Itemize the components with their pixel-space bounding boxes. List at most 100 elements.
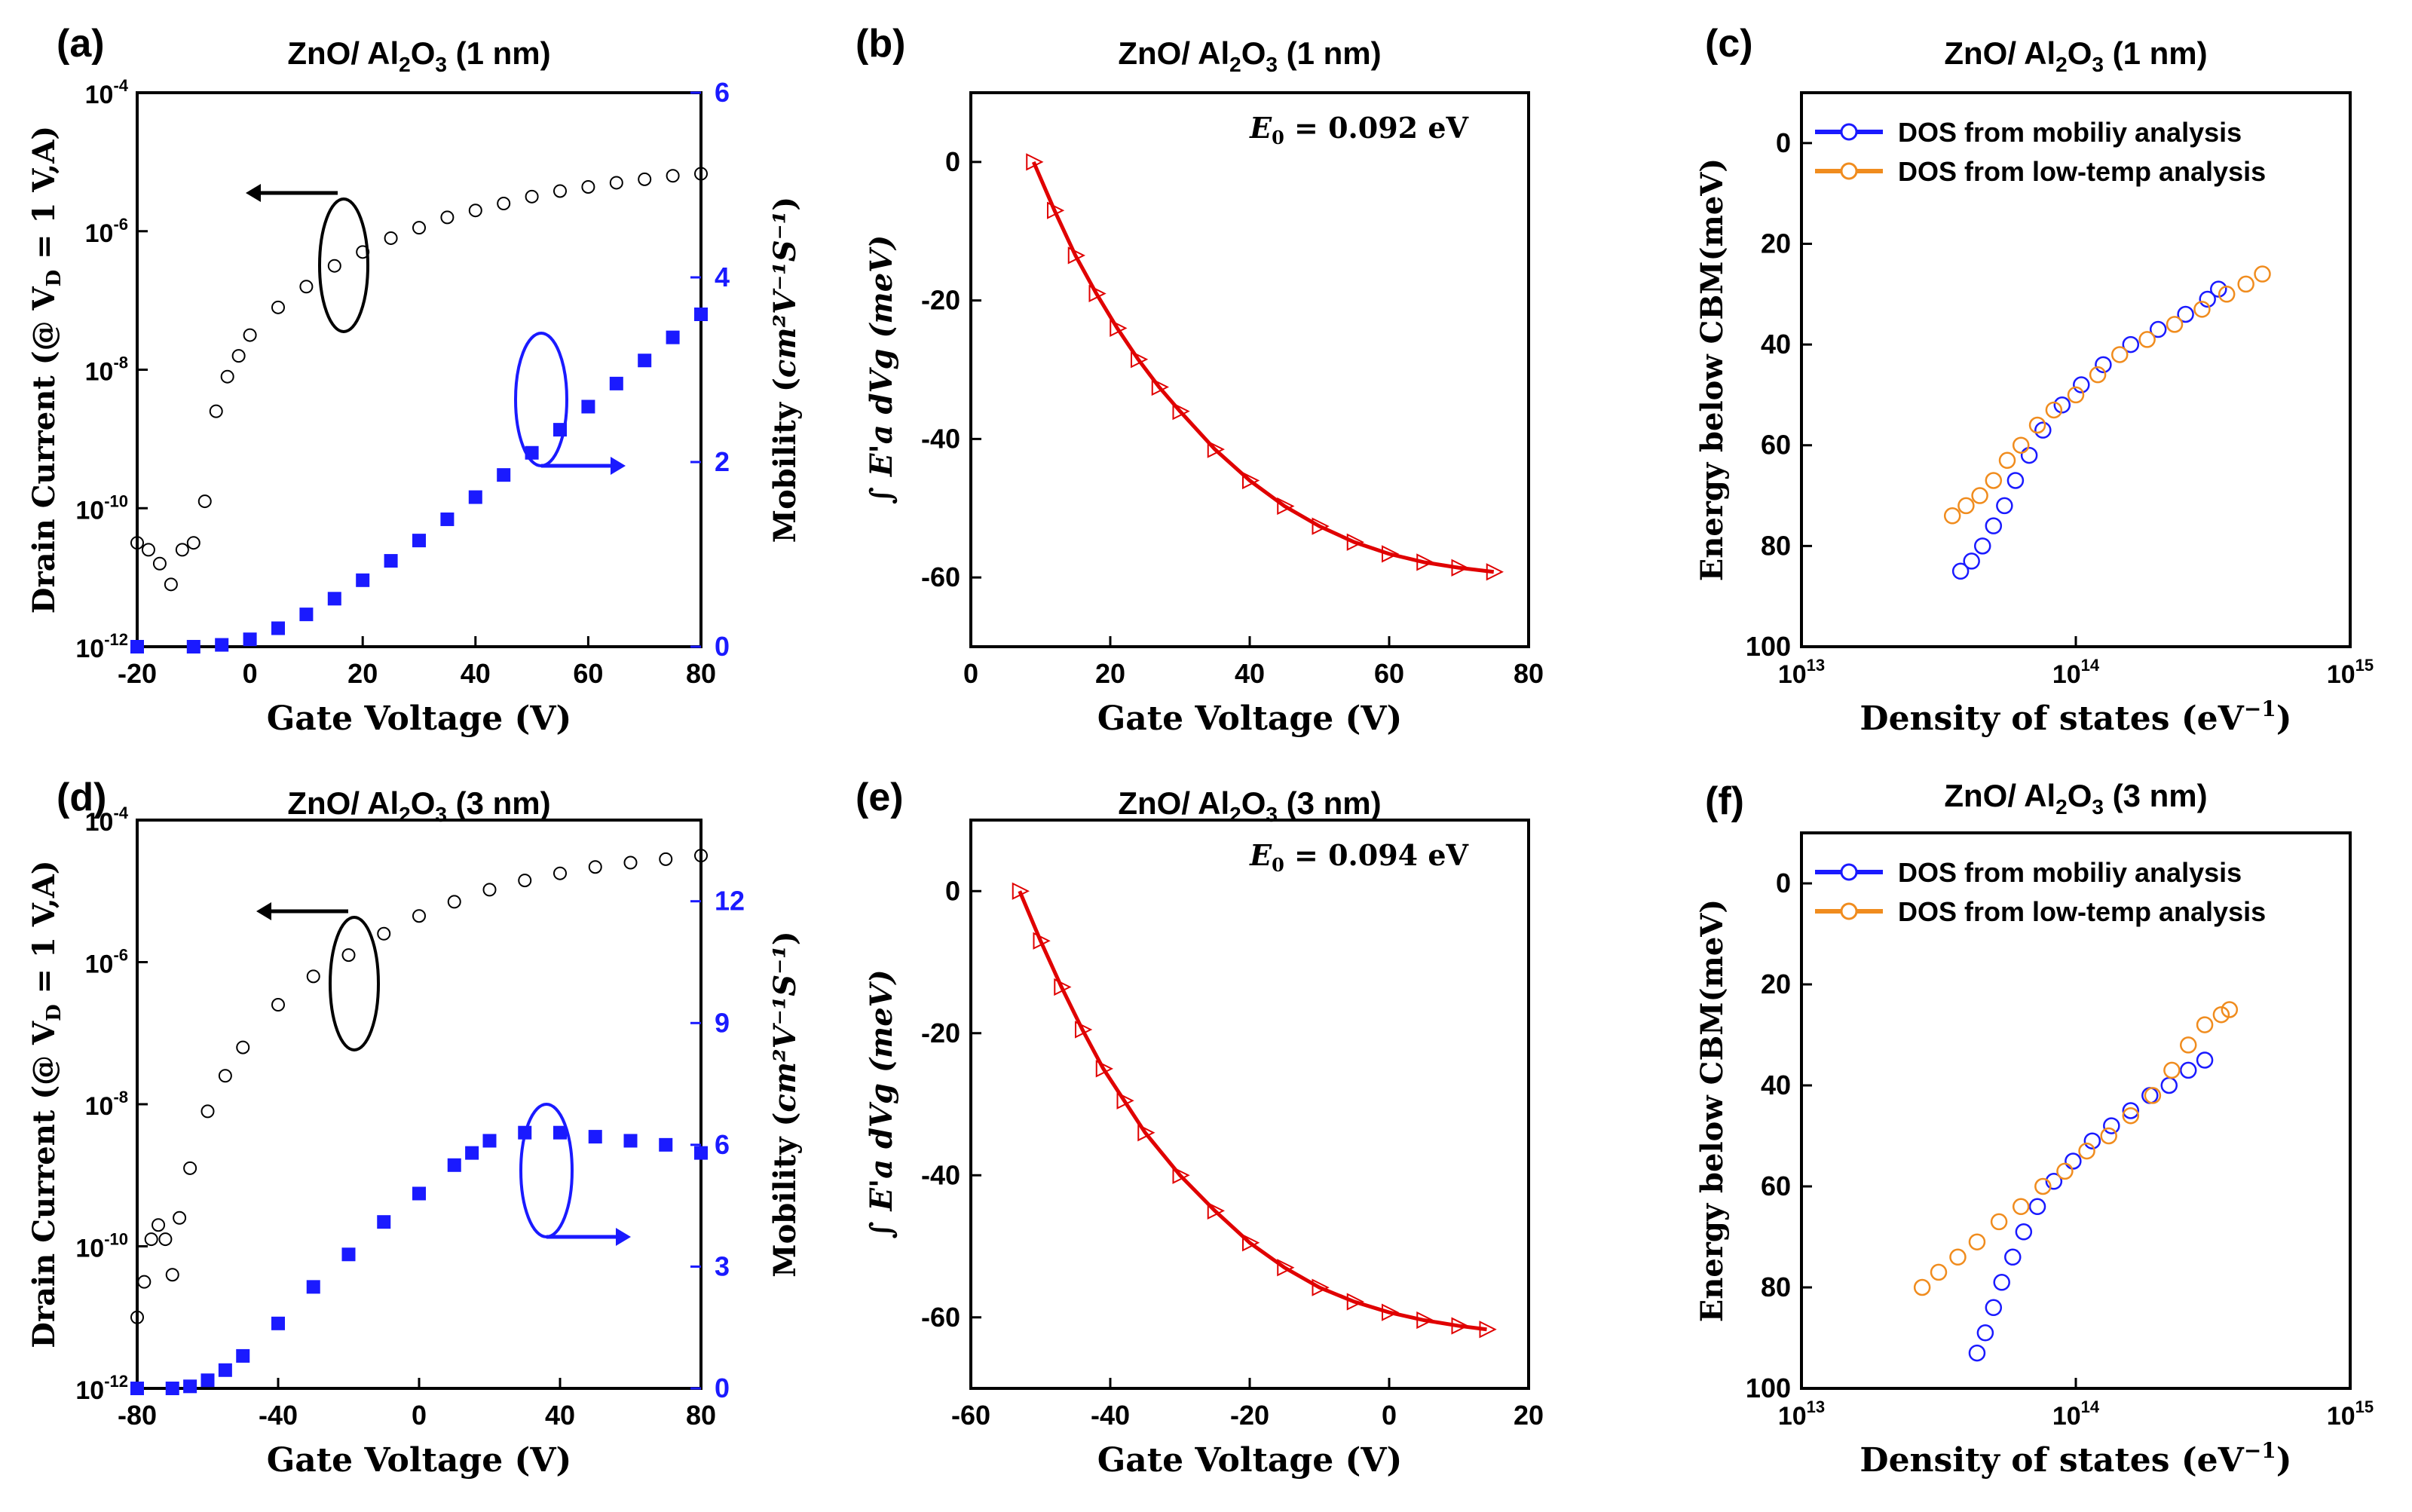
x-tick-label: -20 — [1230, 1400, 1269, 1431]
current-point — [183, 1161, 197, 1175]
current-point — [553, 184, 567, 198]
y-tick-label: 40 — [1761, 1070, 1791, 1100]
y-tick-label: 10-4 — [85, 76, 129, 109]
x-tick-label: 60 — [573, 658, 603, 689]
integral-point — [1242, 1234, 1260, 1252]
dos-point — [2089, 366, 2107, 384]
dos-point — [2237, 275, 2254, 293]
mobility-point — [447, 1158, 461, 1172]
x-tick-label: -80 — [118, 1400, 157, 1431]
dos-point — [1976, 1324, 1994, 1342]
dos-point — [2006, 472, 2025, 489]
current-point — [137, 1275, 152, 1289]
dos-point — [2015, 1223, 2033, 1241]
current-point — [164, 577, 178, 592]
mobility-point — [553, 1125, 567, 1140]
current-point — [218, 1069, 232, 1083]
current-point — [299, 280, 314, 294]
current-point — [581, 179, 595, 194]
current-point — [186, 536, 200, 550]
current-point — [377, 926, 391, 941]
current-point — [623, 855, 638, 870]
current-point — [412, 909, 426, 923]
x-axis-label: Density of states (eV−1) — [1860, 1438, 2291, 1480]
integral-point — [1382, 1303, 1400, 1321]
current-point — [412, 221, 426, 235]
dos-point — [2138, 331, 2156, 348]
dos-point — [2056, 1162, 2074, 1180]
current-point — [200, 1104, 215, 1119]
plot-frame — [969, 91, 1530, 648]
integral-point — [1312, 1278, 1330, 1296]
mobility-point — [130, 640, 144, 653]
current-point — [306, 969, 320, 984]
current-point — [197, 494, 212, 509]
y-tick-label: 0 — [1776, 127, 1791, 158]
x-tick-label: 0 — [412, 1400, 427, 1431]
dos-point — [2149, 320, 2167, 338]
dos-point — [2163, 1061, 2181, 1079]
current-point — [271, 300, 285, 314]
y2-tick-label: 0 — [715, 631, 730, 662]
mobility-point — [666, 330, 680, 344]
y-axis-label-right: Mobility (cm²V⁻¹S⁻¹) — [767, 931, 803, 1277]
current-point — [518, 874, 532, 888]
x-tick-label: 80 — [686, 1400, 716, 1431]
dos-point — [2122, 1106, 2140, 1125]
mobility-point — [638, 354, 652, 368]
current-point — [130, 536, 144, 550]
dos-point — [1968, 1233, 1986, 1250]
y-tick-label: 20 — [1761, 228, 1791, 259]
panel-title: ZnO/ Al2O3 (1 nm) — [1944, 35, 2207, 76]
x-tick-label: 1015 — [2327, 656, 2374, 689]
panel-title: ZnO/ Al2O3 (1 nm) — [287, 35, 550, 76]
mobility-point — [215, 638, 229, 652]
dos-point — [2193, 301, 2211, 318]
dos-point — [2065, 1152, 2082, 1170]
current-point — [525, 189, 539, 204]
current-point — [659, 852, 673, 866]
plot-frame — [136, 819, 702, 1390]
legend-marker — [1840, 863, 1858, 881]
y-tick-label: 60 — [1761, 430, 1791, 461]
y-tick-label: 10-12 — [75, 630, 128, 663]
y-axis-label-left: Drain Current (@ VD = 1 V,A) — [26, 126, 66, 614]
dos-point — [1963, 552, 1980, 570]
panel-title: ZnO/ Al2O3 (3 nm) — [1118, 785, 1381, 826]
mobility-point — [165, 1382, 179, 1395]
y-axis-label-left: Drain Current (@ VD = 1 V,A) — [26, 860, 66, 1348]
y2-tick-label: 6 — [715, 77, 730, 108]
dos-point — [1949, 1248, 1967, 1266]
y-axis-label: ∫ E'a dVg (meV) — [864, 235, 899, 504]
mobility-point — [482, 1134, 497, 1148]
panel-a: (a) ZnO/ Al2O3 (1 nm)-20 0 20 40 60 8010-1210-… — [26, 22, 803, 738]
y2-tick-label: 2 — [715, 446, 730, 477]
panel-title: ZnO/ Al2O3 (1 nm) — [1118, 35, 1381, 76]
integral-point — [1172, 1166, 1190, 1184]
dos-point — [2160, 1076, 2178, 1094]
y2-tick-label: 0 — [715, 1373, 730, 1403]
x-tick-label: 1013 — [1778, 1397, 1825, 1431]
x-tick-label: 40 — [1235, 658, 1265, 689]
y-tick-label: -20 — [921, 285, 960, 316]
y-tick-label: 10-10 — [75, 491, 128, 525]
mobility-point — [186, 640, 200, 653]
current-point — [440, 210, 455, 225]
current-point — [165, 1268, 179, 1282]
dos-point — [2067, 386, 2085, 404]
y-tick-label: 10-6 — [85, 215, 128, 248]
y-axis-label: Energy below CBM(meV) — [1694, 158, 1730, 581]
y-tick-label: 10-8 — [85, 1088, 128, 1121]
y-tick-label: -60 — [921, 1302, 960, 1333]
current-point — [482, 883, 497, 897]
panel-c: (c) ZnO/ Al2O3 (1 nm) 1013 1014 1015 0 20 40 60 8… — [1694, 22, 2374, 738]
right-arrow-head — [616, 1228, 631, 1246]
y-tick-label: 0 — [945, 875, 960, 906]
integral-point — [1346, 1293, 1364, 1311]
legend-label: DOS from low-temp analysis — [1898, 896, 2266, 927]
integral-point — [1277, 497, 1295, 516]
y-axis-label-right: Mobility (cm²V⁻¹S⁻¹) — [767, 197, 803, 543]
legend-marker — [1840, 123, 1858, 141]
y-tick-label: 10-6 — [85, 946, 128, 979]
mobility-point — [271, 1316, 285, 1330]
